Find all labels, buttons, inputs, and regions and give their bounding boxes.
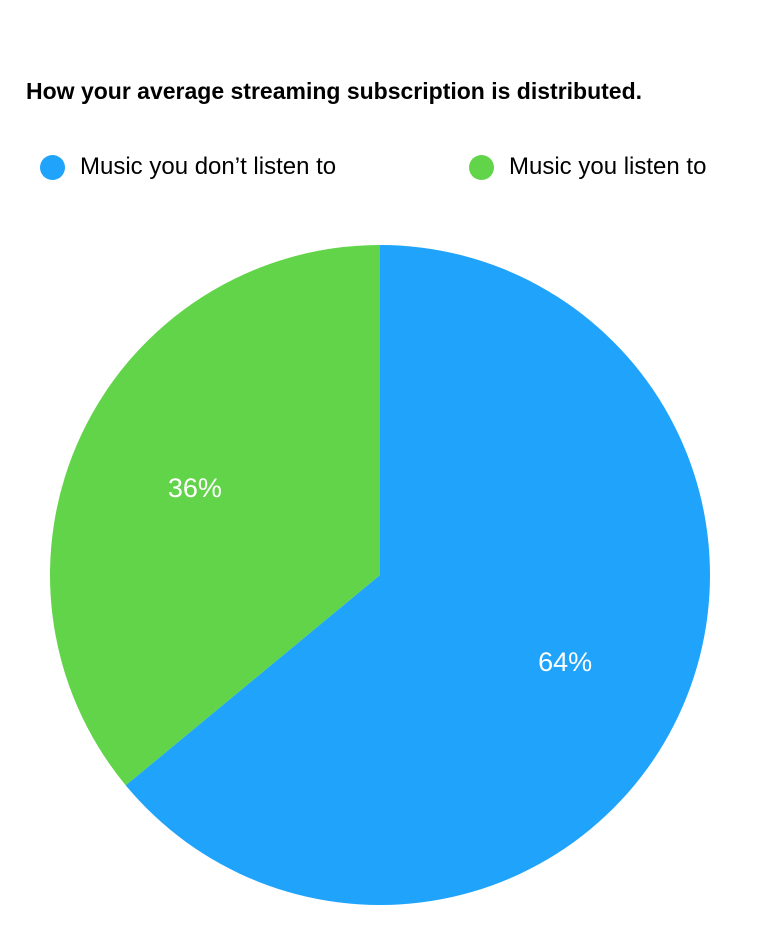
legend-label: Music you don’t listen to xyxy=(80,153,337,180)
pie-slice-1 xyxy=(125,245,710,905)
legend-label: Music you listen to xyxy=(509,153,707,180)
legend-item-music-listened: Music you listen to xyxy=(469,150,706,184)
pie-slices xyxy=(49,245,710,905)
legend: Music you don’t listen to Music you list… xyxy=(0,150,768,184)
slice-value-label: 64% xyxy=(538,647,592,677)
legend-swatch-green xyxy=(469,154,494,180)
pie-labels: 64% 36% xyxy=(168,473,592,677)
slice-value-label: 36% xyxy=(168,473,222,503)
pie-slice-2 xyxy=(49,245,381,786)
chart-title: How your average streaming subscription … xyxy=(26,78,643,104)
legend-item-music-not-listened: Music you don’t listen to xyxy=(40,150,336,184)
legend-swatch-blue xyxy=(40,154,65,180)
